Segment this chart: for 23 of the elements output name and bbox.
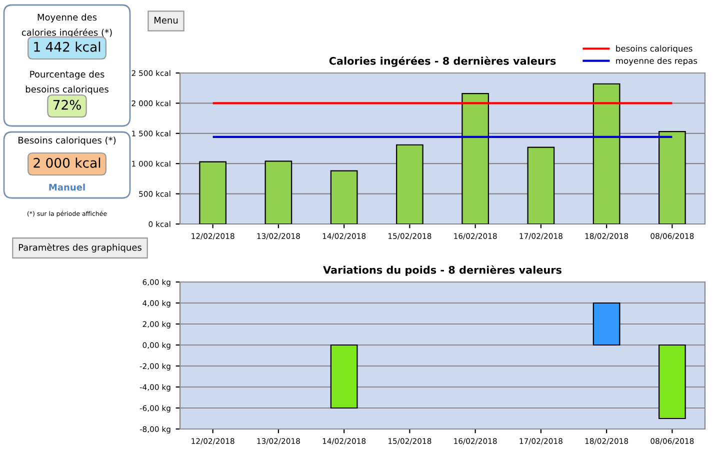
bar [658,131,686,224]
bar [592,83,620,224]
bar [462,92,489,224]
text: Paramètres des graphiques [18,243,142,253]
text: 72% [53,100,81,110]
text: 1 442 kcal [34,42,100,52]
chart-title: Calories ingérées - 8 dernières valeurs [329,56,556,67]
legend-label: moyenne des repas [616,57,698,66]
legend-label: besoins caloriques [616,45,692,54]
text: Menu [154,16,178,24]
text: 2 000 kcal [34,158,100,168]
bar [330,170,358,224]
text: calories ingérées (*) [22,28,112,38]
bar [527,146,555,224]
text: Manuel [49,184,85,191]
text: Pourcentage des [30,70,104,80]
text: Moyenne des [38,14,97,22]
bar [264,160,292,224]
text: Besoins caloriques (*) [18,136,116,146]
chart-title: Variations du poids - 8 dernières valeurs [323,265,562,276]
bar [396,144,424,224]
text: besoins caloriques [26,86,108,94]
bar [199,161,226,224]
